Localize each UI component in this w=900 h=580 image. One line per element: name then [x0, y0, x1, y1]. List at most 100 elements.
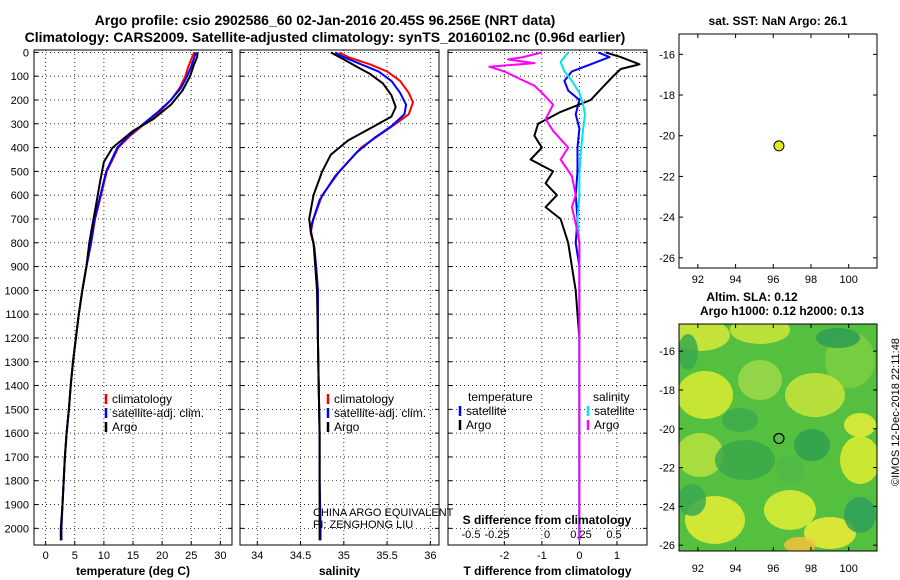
depth-tick-label: 1500	[5, 404, 29, 416]
sst-map-ytick-label: -24	[659, 212, 675, 224]
temperature-xlabel: temperature (deg C)	[76, 564, 190, 578]
sla-map-blob	[722, 408, 758, 432]
depth-tick-label: 500	[11, 166, 29, 178]
chart-title-line1: Argo profile: csio 2902586_60 02-Jan-201…	[94, 12, 556, 28]
depth-tick-label: 1200	[5, 333, 29, 345]
salinity-series-satellite	[309, 51, 408, 541]
sla-map-blob	[785, 373, 845, 417]
diff-legend-title-temperature: temperature	[468, 390, 533, 404]
sdiff-series-argo	[488, 51, 581, 541]
salinity-frame	[239, 49, 440, 546]
sdiff-series-satellite	[559, 51, 586, 541]
sst-map-xtick-label: 96	[767, 274, 779, 286]
sdiff-tick-label: 0.25	[570, 529, 591, 541]
chart-title-line2: Climatology: CARS2009. Satellite-adjuste…	[24, 29, 626, 45]
sla-map-blob	[776, 456, 804, 484]
panel-differences	[447, 49, 648, 546]
sst-map-ytick-label: -20	[659, 131, 675, 143]
sdiff-tick-label: -0.25	[484, 529, 509, 541]
salinity-annotation: CHINA ARGO EQUIVALENT	[313, 507, 454, 519]
salinity-series-argo	[308, 51, 397, 541]
sla-map-blob	[764, 490, 816, 530]
sla-map-blob	[844, 497, 876, 533]
sst-map-ytick-label: -18	[659, 90, 675, 102]
depth-tick-label: 400	[11, 143, 29, 155]
sst-map-xtick-label: 100	[840, 274, 858, 286]
salinity-xlabel: salinity	[319, 564, 361, 578]
diff-legend-salinity-label: Argo	[594, 418, 620, 432]
temperature-xtick-label: 10	[98, 550, 110, 562]
temperature-legend-label: climatology	[112, 392, 172, 406]
temperature-xtick-label: 30	[214, 550, 226, 562]
sla-map-xtick-label: 100	[840, 563, 858, 575]
depth-tick-label: 100	[11, 71, 29, 83]
depth-tick-label: 600	[11, 190, 29, 202]
sst-map-ytick-label: -26	[659, 253, 675, 265]
depth-tick-label: 1100	[5, 309, 29, 321]
panel-salinity	[239, 49, 440, 546]
sla-map-xtick-label: 96	[767, 563, 779, 575]
sla-map-blob	[816, 328, 860, 348]
differences-xtick-label: -2	[499, 550, 509, 562]
panel-temperature	[33, 49, 233, 546]
salinity-xtick-label: 34.5	[290, 550, 311, 562]
depth-tick-label: 200	[11, 95, 29, 107]
sla-map-blob	[738, 360, 782, 400]
diff-legend-temperature-label: Argo	[466, 418, 492, 432]
differences-xtick-label: 1	[614, 550, 620, 562]
sla-map-blob	[784, 537, 816, 551]
sla-map-blob	[679, 334, 698, 370]
differences-xlabel: T difference from climatology	[463, 564, 631, 578]
sdiff-tick-label: 0	[544, 529, 550, 541]
temperature-xtick-label: 25	[185, 550, 197, 562]
sla-map-ytick-label: -24	[659, 501, 675, 513]
sdiff-tick-label: -0.5	[462, 529, 481, 541]
sla-map-xtick-label: 92	[692, 563, 704, 575]
sla-map-xtick-label: 94	[729, 563, 741, 575]
depth-tick-label: 1900	[5, 500, 29, 512]
salinity-legend-label: Argo	[334, 420, 360, 434]
tdiff-series-satellite	[563, 51, 611, 541]
sst-map-xtick-label: 98	[805, 274, 817, 286]
temperature-series-argo	[59, 52, 199, 541]
sla-map-blob	[679, 484, 706, 516]
temperature-legend-label: satellite-adj. clim.	[112, 406, 204, 420]
sla-map-blob	[715, 440, 775, 480]
sdiff-axis-label: S difference from climatology	[463, 513, 632, 527]
tdiff-series-argo	[529, 51, 641, 541]
differences-xtick-label: 0	[576, 550, 582, 562]
differences-frame	[447, 49, 648, 546]
salinity-legend-label: satellite-adj. clim.	[334, 406, 426, 420]
sla-map-xtick-label: 98	[805, 563, 817, 575]
depth-tick-label: 800	[11, 238, 29, 250]
sla-map-blob	[844, 413, 876, 437]
sst-map-ytick-label: -22	[659, 171, 675, 183]
sdiff-tick-label: 0.5	[606, 529, 621, 541]
depth-tick-label: 1000	[5, 285, 29, 297]
depth-tick-label: 900	[11, 262, 29, 274]
depth-tick-label: 1700	[5, 452, 29, 464]
sst-map-title: sat. SST: NaN Argo: 26.1	[709, 14, 848, 28]
depth-tick-label: 700	[11, 214, 29, 226]
depth-tick-label: 300	[11, 119, 29, 131]
depth-tick-label: 1400	[5, 381, 29, 393]
sla-map-blob	[794, 429, 830, 461]
salinity-xtick-label: 34	[251, 550, 263, 562]
sla-map-ytick-label: -20	[659, 424, 675, 436]
depth-tick-label: 2000	[5, 523, 29, 535]
sst-map-ytick-label: -16	[659, 49, 675, 61]
salinity-xtick-label: 36	[424, 550, 436, 562]
sst-map-frame	[678, 33, 878, 269]
differences-xtick-label: -1	[537, 550, 547, 562]
temperature-legend-label: Argo	[112, 420, 138, 434]
sla-map-blob	[840, 436, 877, 484]
temperature-xtick-label: 0	[43, 550, 49, 562]
diff-legend-title-salinity: salinity	[593, 390, 630, 404]
sla-map-blob	[804, 517, 856, 549]
depth-tick-label: 0	[23, 47, 29, 59]
diff-legend-temperature-label: satellite	[466, 404, 507, 418]
sla-map-ytick-label: -16	[659, 346, 675, 358]
sla-map-blob	[730, 324, 790, 344]
diff-legend-salinity-label: satellite	[594, 404, 635, 418]
